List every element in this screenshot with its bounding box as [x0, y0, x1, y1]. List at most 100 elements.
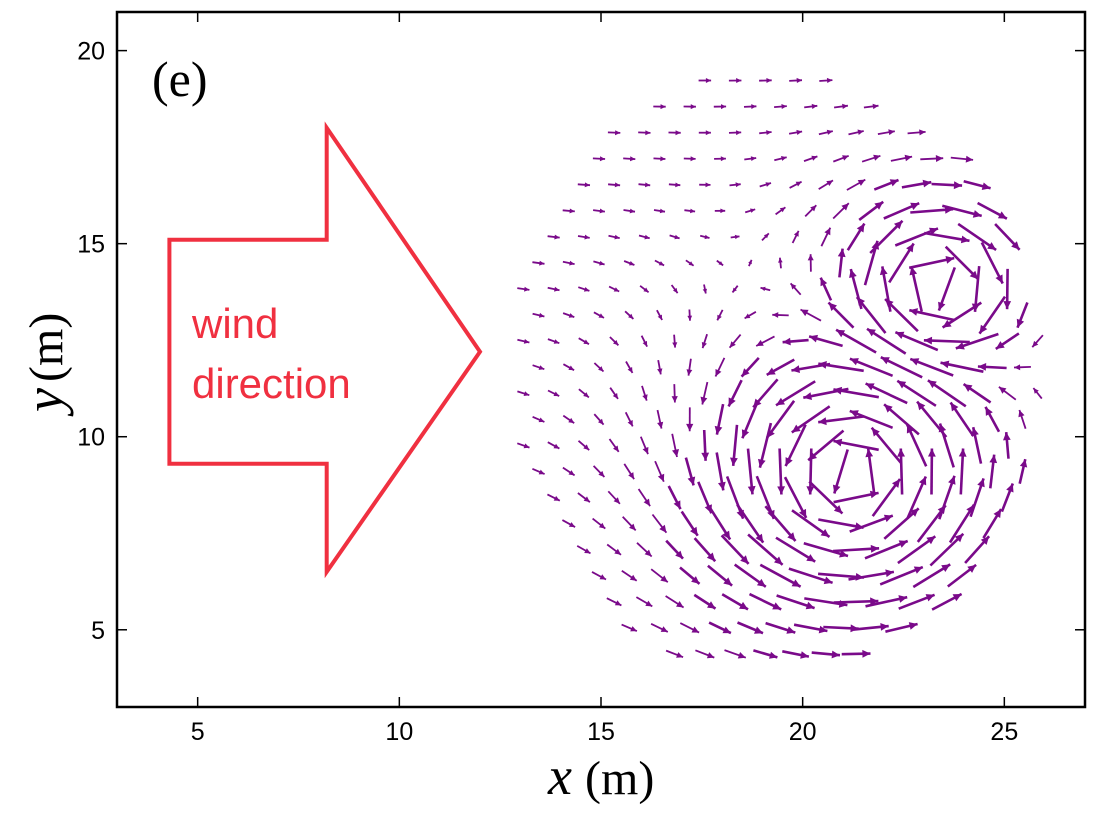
velocity-arrow: [708, 621, 732, 635]
velocity-arrow: [743, 104, 757, 109]
axis-ticks: 5 10 15 20 25 5 10 15 20: [77, 12, 1085, 746]
velocity-arrow: [947, 563, 977, 588]
velocity-arrow: [623, 156, 636, 162]
velocity-arrow: [713, 104, 727, 110]
velocity-arrow: [832, 154, 850, 163]
velocity-arrow: [716, 309, 724, 321]
velocity-arrow: [607, 490, 621, 505]
velocity-arrow: [832, 202, 850, 220]
velocity-arrow: [683, 156, 696, 162]
velocity-arrow: [1032, 387, 1043, 400]
velocity-arrow: [793, 623, 828, 634]
velocity-arrow: [833, 438, 879, 452]
velocity-arrow: [1003, 268, 1012, 310]
velocity-arrow: [592, 517, 606, 530]
velocity-arrow: [912, 563, 951, 589]
velocity-arrow: [653, 156, 666, 162]
velocity-arrow: [592, 465, 606, 478]
velocity-arrow: [656, 309, 663, 321]
velocity-arrow: [699, 234, 710, 240]
velocity-arrow: [775, 380, 816, 407]
velocity-arrow: [728, 334, 742, 349]
velocity-arrow: [783, 476, 808, 519]
velocity-arrow: [623, 260, 635, 266]
velocity-arrow: [759, 563, 802, 588]
velocity-arrow: [665, 539, 684, 560]
velocity-arrow: [1018, 409, 1027, 429]
velocity-arrow: [877, 129, 895, 136]
velocity-arrow: [623, 208, 636, 214]
velocity-arrow: [865, 595, 908, 608]
velocity-arrow: [833, 490, 879, 504]
velocity-arrow: [733, 563, 767, 588]
velocity-arrow: [950, 155, 974, 163]
velocity-arrow: [637, 488, 651, 507]
velocity-arrow: [775, 206, 786, 216]
x-tick-label: 5: [191, 718, 205, 746]
velocity-arrow: [1018, 458, 1028, 484]
velocity-arrow: [896, 379, 937, 407]
velocity-arrow: [818, 361, 864, 373]
velocity-arrow: [907, 129, 926, 136]
velocity-arrow: [679, 622, 700, 634]
velocity-arrow: [577, 182, 591, 188]
velocity-arrow: [977, 363, 1007, 371]
velocity-arrow: [654, 259, 665, 267]
velocity-arrow: [577, 440, 590, 451]
velocity-arrow: [984, 406, 1001, 433]
velocity-arrow: [578, 388, 590, 399]
velocity-arrow: [727, 379, 743, 407]
panel-label: (e): [152, 51, 208, 107]
velocity-arrow: [811, 650, 841, 659]
velocity-arrow: [846, 222, 866, 251]
wind-direction-label-line1: wind: [191, 300, 278, 347]
velocity-arrow: [708, 507, 732, 541]
velocity-arrow: [741, 400, 760, 439]
velocity-arrow: [547, 234, 560, 240]
velocity-arrow: [714, 403, 725, 435]
velocity-arrow: [547, 389, 560, 397]
velocity-arrow: [517, 390, 530, 397]
y-axis-variable: y: [14, 388, 74, 417]
velocity-arrow: [576, 545, 591, 555]
velocity-arrow: [998, 386, 1017, 401]
velocity-arrow: [866, 327, 907, 355]
x-tick-label: 25: [990, 718, 1018, 746]
velocity-arrow: [789, 180, 803, 189]
velocity-arrow: [639, 436, 649, 455]
velocity-arrow: [714, 208, 726, 214]
velocity-arrow: [818, 129, 833, 136]
velocity-arrow: [747, 533, 784, 566]
velocity-arrow: [901, 179, 932, 189]
velocity-arrow: [819, 277, 833, 301]
velocity-arrow: [683, 104, 696, 110]
velocity-arrow: [897, 448, 905, 495]
velocity-arrow: [591, 571, 607, 581]
velocity-arrow: [672, 334, 678, 348]
velocity-arrow: [782, 337, 809, 346]
velocity-arrow: [606, 597, 622, 607]
velocity-arrow: [687, 309, 693, 321]
velocity-arrow: [823, 624, 859, 633]
velocity-arrow: [848, 129, 864, 136]
velocity-arrow: [532, 467, 545, 475]
velocity-arrow: [789, 77, 803, 83]
x-tick-label: 10: [385, 718, 413, 746]
velocity-arrow: [546, 493, 561, 502]
velocity-arrow: [517, 286, 530, 292]
velocity-arrow: [532, 312, 545, 318]
velocity-arrow: [927, 379, 967, 408]
velocity-arrow: [728, 130, 742, 136]
velocity-arrow: [888, 242, 915, 284]
velocity-arrow: [699, 182, 711, 188]
velocity-arrow: [702, 284, 707, 294]
velocity-arrow: [679, 566, 701, 585]
velocity-arrow: [931, 592, 963, 611]
velocity-arrow: [686, 358, 693, 376]
velocity-arrow: [775, 536, 816, 563]
velocity-arrow: [641, 385, 648, 401]
x-tick-label: 15: [587, 718, 615, 746]
velocity-arrow: [835, 328, 877, 354]
velocity-arrow: [593, 311, 605, 319]
velocity-arrow: [577, 492, 591, 503]
